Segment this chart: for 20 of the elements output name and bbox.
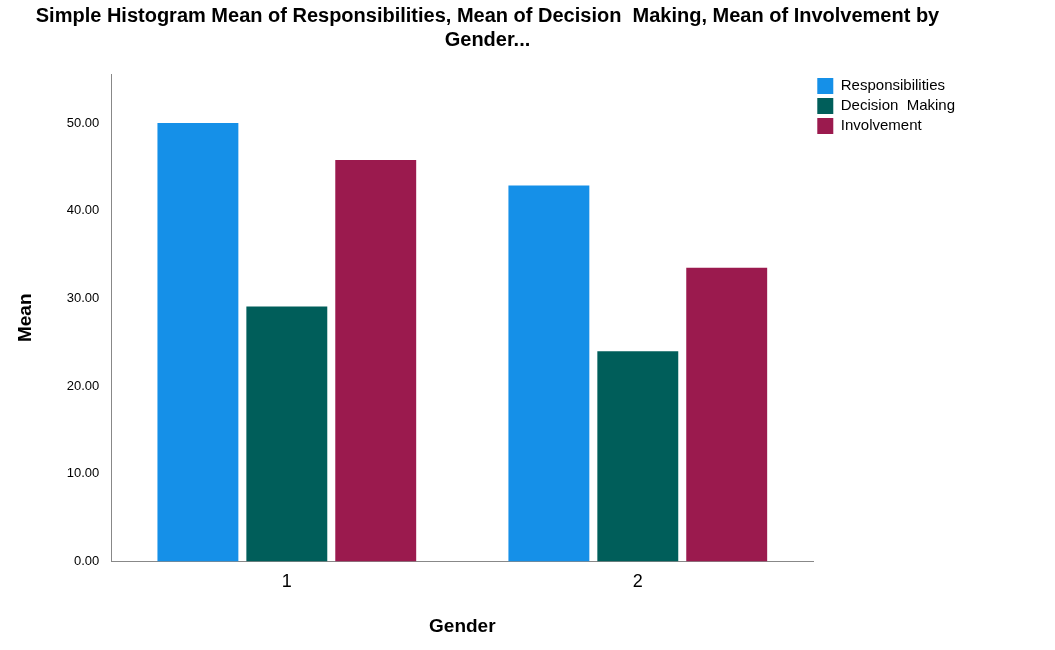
legend-label: Involvement (840, 116, 923, 134)
bar (246, 306, 328, 562)
bar (335, 159, 417, 562)
legend-label: Decision Making (840, 96, 955, 114)
bar (597, 351, 679, 562)
y-tick-label: 0.00 (74, 553, 100, 569)
y-tick-label: 50.00 (66, 114, 100, 130)
x-axis-title: Gender (429, 614, 497, 636)
y-tick-label: 30.00 (66, 290, 100, 306)
bar (157, 123, 239, 562)
x-tick-label: 2 (632, 571, 643, 592)
y-tick-label: 10.00 (66, 465, 100, 481)
y-axis-title: Mean (13, 293, 35, 343)
chart-title: Simple Histogram Mean of Responsibilities, Mean of Decision Making, Mean of Involvement by Gender... (35, 3, 941, 50)
bar (686, 267, 768, 562)
bar (508, 185, 590, 562)
y-tick-label: 40.00 (66, 202, 100, 218)
legend-label: Responsibilities (840, 76, 945, 94)
x-tick-label: 1 (281, 571, 292, 592)
y-tick-label: 20.00 (66, 377, 100, 393)
